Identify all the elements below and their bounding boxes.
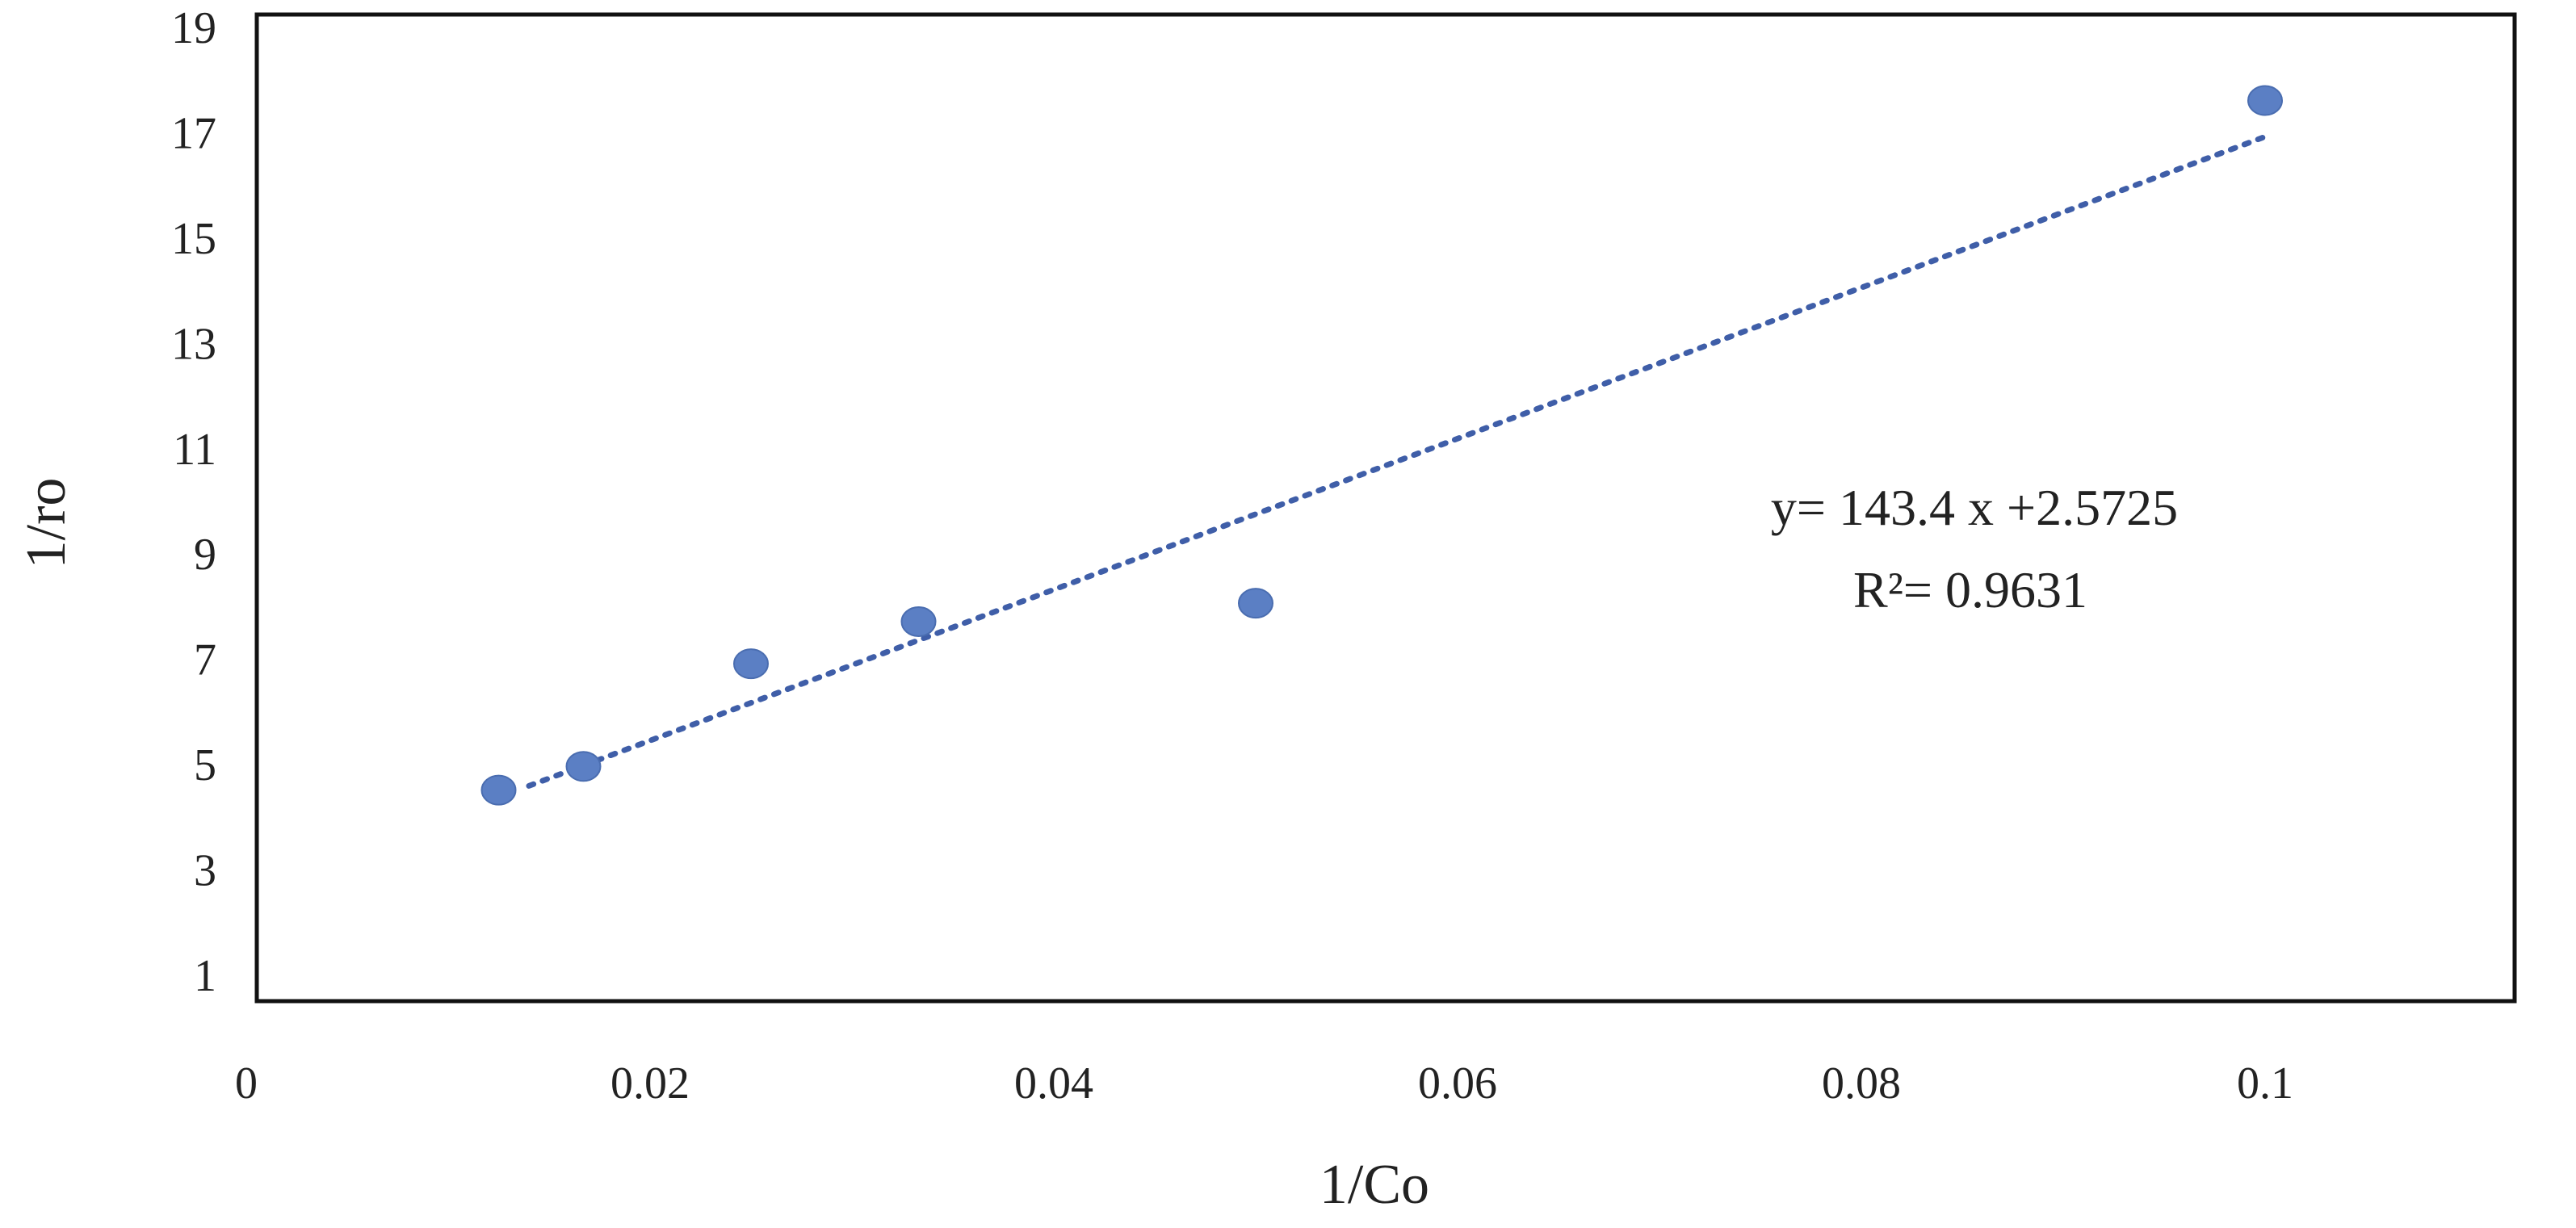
y-axis-title: 1/ro (15, 478, 78, 569)
data-point (1238, 588, 1273, 619)
x-tick-label: 0.1 (2237, 1058, 2293, 1109)
trendline (526, 133, 2268, 789)
x-tick-label: 0.02 (610, 1058, 690, 1109)
y-tick-label: 13 (171, 319, 216, 369)
data-point (2247, 85, 2283, 116)
y-tick-label: 7 (194, 635, 216, 685)
y-tick-label: 17 (171, 109, 216, 159)
plot-frame (254, 12, 2517, 1004)
y-tick-label: 19 (171, 3, 216, 53)
r-squared-label: R²= 0.9631 (1853, 561, 2087, 618)
data-point (900, 606, 937, 637)
data-point (733, 648, 769, 680)
y-tick-label: 1 (194, 951, 216, 1001)
data-point (565, 751, 602, 782)
y-tick-label: 15 (171, 214, 216, 264)
equation-label: y= 143.4 x +2.5725 (1771, 479, 2178, 536)
x-axis-title: 1/Co (1319, 1154, 1429, 1216)
data-point (480, 774, 517, 806)
x-tick-label: 0.08 (1822, 1058, 1901, 1109)
x-axis-ticks: 00.020.040.060.080.10.12 (235, 1058, 2293, 1109)
x-tick-label: 0.06 (1418, 1058, 1497, 1109)
y-tick-label: 3 (194, 845, 216, 895)
data-points (480, 85, 2283, 806)
x-tick-label: 0 (235, 1058, 258, 1109)
y-tick-label: 9 (194, 530, 216, 580)
y-tick-label: 11 (173, 425, 216, 475)
y-tick-label: 5 (194, 740, 216, 790)
x-tick-label: 0.04 (1014, 1058, 1093, 1109)
